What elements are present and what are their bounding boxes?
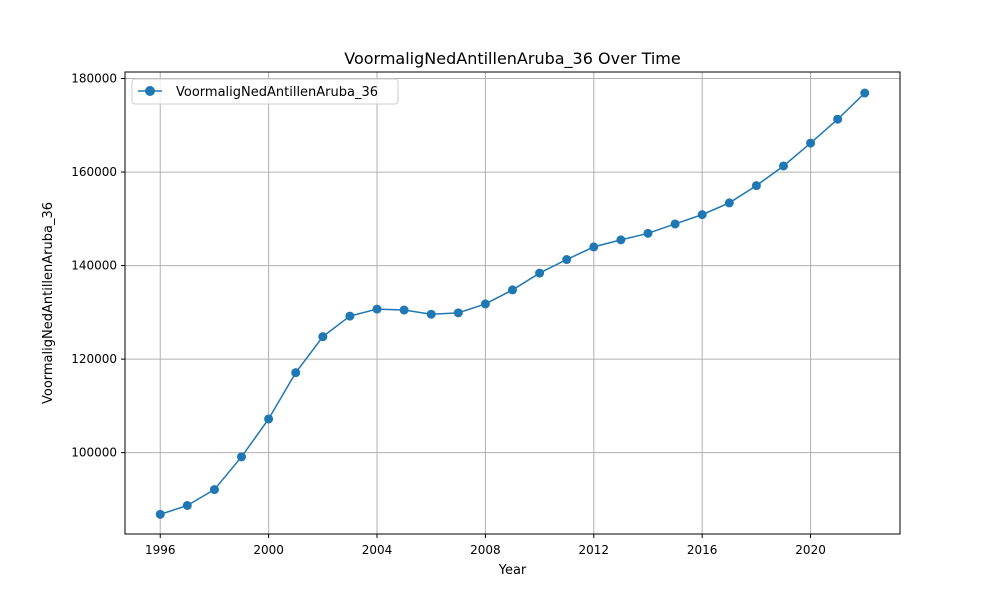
y-axis-ticks: 100000 120000 140000 160000 180000 [71,72,125,460]
data-point [480,299,490,309]
data-point [616,235,626,245]
x-tick-label: 2000 [253,543,284,557]
x-tick-label: 2016 [687,543,718,557]
x-tick-label: 2012 [579,543,610,557]
data-point [209,485,219,495]
y-axis-label: VoormaligNedAntillenAruba_36 [41,202,56,404]
legend: VoormaligNedAntillenAruba_36 [131,78,399,105]
y-tick-label: 120000 [71,352,117,366]
y-tick-label: 140000 [71,259,117,273]
x-tick-label: 2020 [795,543,826,557]
data-point [778,161,788,171]
data-point [697,210,707,220]
y-tick-label: 100000 [71,446,117,460]
data-point [751,181,761,191]
data-point [426,309,436,319]
data-point [453,308,463,318]
data-point [155,509,165,519]
data-point [291,368,301,378]
data-point [508,285,517,295]
data-point [318,332,328,342]
x-tick-label: 2004 [362,543,393,557]
data-point [237,452,247,462]
data-point [372,304,382,314]
data-point [535,268,545,278]
y-tick-label: 160000 [71,165,117,179]
data-point [806,138,816,148]
data-point [399,305,409,315]
data-point [182,500,192,510]
legend-label: VoormaligNedAntillenAruba_36 [176,85,378,100]
data-point [264,414,274,424]
x-axis-ticks: 1996 2000 2004 2008 2012 2016 2020 [145,534,826,557]
grid-lines [125,72,900,534]
plot-frame [124,71,901,535]
x-tick-label: 1996 [145,543,176,557]
data-point [833,114,843,124]
data-point [724,198,734,208]
data-point [670,219,680,229]
x-tick-label: 2008 [470,543,501,557]
data-point [345,311,355,321]
data-point [643,228,653,238]
data-point [589,242,599,252]
legend-point-marker [145,86,155,96]
y-tick-label: 180000 [71,72,117,86]
legend-box [131,78,399,105]
data-point [562,255,572,265]
chart-title: VoormaligNedAntillenAruba_36 Over Time [344,49,680,69]
x-axis-label: Year [498,563,527,578]
series-layer [155,88,870,519]
data-point [860,88,870,98]
